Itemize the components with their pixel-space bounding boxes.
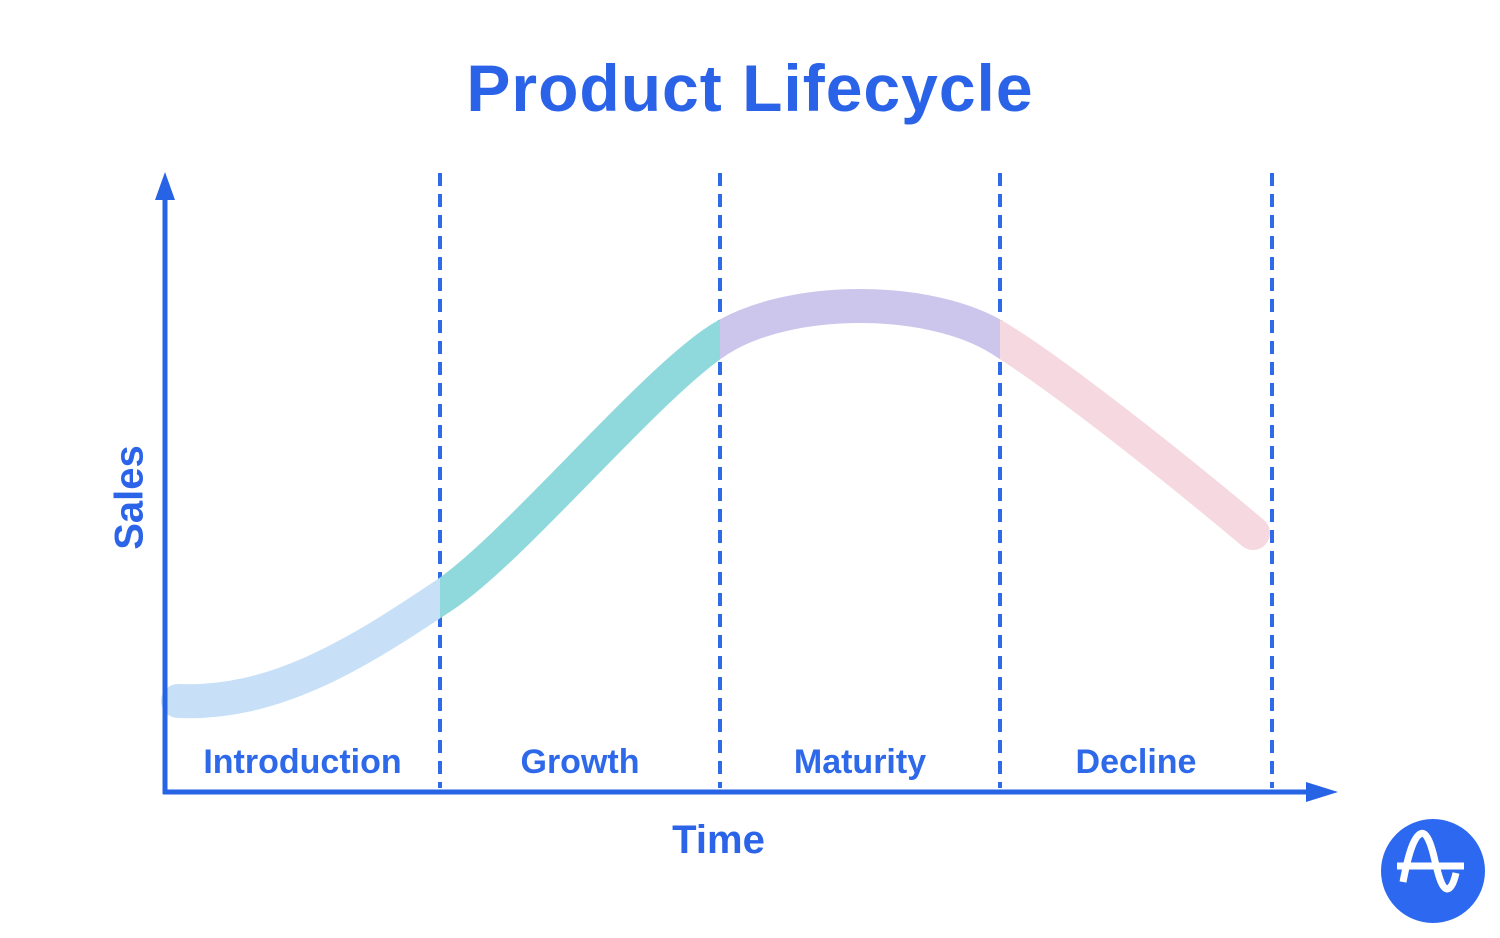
y-axis-label: Sales (107, 445, 152, 550)
x-axis-label: Time (672, 818, 765, 862)
amplitude-logo (1381, 819, 1485, 923)
phase-label-introduction: Introduction (203, 743, 402, 781)
curve-segment-introduction (161, 577, 440, 719)
x-axis-arrow-icon (1306, 782, 1338, 802)
lifecycle-curve (161, 289, 1270, 719)
phase-label-decline: Decline (1075, 743, 1197, 781)
axes (155, 172, 1338, 802)
logo-wave-icon (1399, 829, 1460, 893)
logo-circle (1381, 819, 1485, 923)
curve-segment-decline (1000, 319, 1270, 550)
phase-label-growth: Growth (520, 743, 640, 781)
phase-label-maturity: Maturity (793, 743, 927, 781)
y-axis-arrow-icon (155, 172, 175, 200)
page-title: Product Lifecycle (466, 51, 1034, 125)
curve-segment-growth (440, 319, 720, 619)
